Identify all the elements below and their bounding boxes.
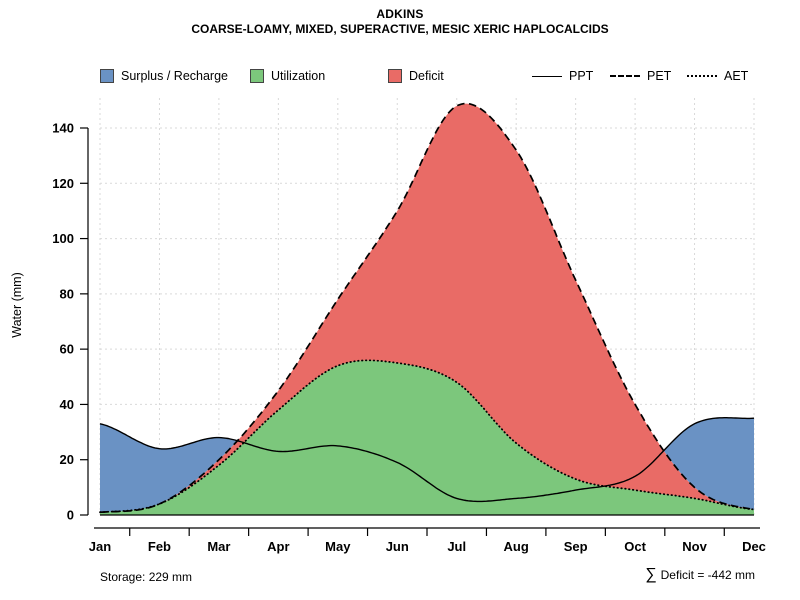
deficit-sum-text: ∑ Deficit = -442 mm [645,567,755,583]
utilization-swatch-icon [250,69,264,83]
svg-text:Mar: Mar [207,539,230,554]
svg-text:Sep: Sep [564,539,588,554]
svg-text:May: May [325,539,351,554]
svg-text:60: 60 [60,342,74,357]
svg-text:Aug: Aug [504,539,529,554]
svg-text:20: 20 [60,452,74,467]
svg-text:Jun: Jun [386,539,409,554]
water-balance-chart: 0 20 40 60 80 100 120 140 Jan Feb Mar Apr May Jun Jul A… [52,98,766,554]
legend-label-surplus: Surplus / Recharge [121,69,229,83]
line-pet [99,102,755,514]
legend-item-aet: AET [687,68,748,84]
svg-text:120: 120 [52,176,74,191]
dashed-line-icon [610,75,640,77]
svg-text:Apr: Apr [267,539,289,554]
legend-label-pet: PET [647,69,672,83]
svg-text:0: 0 [67,508,74,523]
legend-label-aet: AET [724,69,749,83]
deficit-sum-label: Deficit = -442 mm [660,568,755,582]
area-deficit [159,103,754,510]
svg-text:Jan: Jan [89,539,111,554]
legend-item-ppt: PPT [532,68,593,84]
legend-item-utilization: Utilization [250,68,325,84]
deficit-swatch-icon [388,69,402,83]
legend-label-utilization: Utilization [271,69,326,83]
axes [80,127,760,536]
storage-text: Storage: 229 mm [100,570,193,584]
svg-text:40: 40 [60,397,74,412]
dotted-line-icon [687,75,717,77]
svg-text:Feb: Feb [148,539,171,554]
line-ppt [99,417,755,503]
svg-text:100: 100 [52,231,74,246]
y-tick-labels: 0 20 40 60 80 100 120 140 [52,120,74,522]
x-tick-labels: Jan Feb Mar Apr May Jun Jul Aug Sep Oct Nov Dec [89,539,766,554]
legend-label-ppt: PPT [569,69,594,83]
summation-icon: ∑ [645,566,657,583]
legend-item-pet: PET [610,68,671,84]
svg-text:140: 140 [52,120,74,135]
svg-text:Oct: Oct [624,539,646,554]
chart-title: ADKINS [376,7,424,21]
legend-item-surplus: Surplus / Recharge [100,68,228,84]
svg-text:Dec: Dec [742,539,766,554]
svg-text:Nov: Nov [682,539,707,554]
chart-subtitle: COARSE-LOAMY, MIXED, SUPERACTIVE, MESIC … [191,22,609,36]
legend-label-deficit: Deficit [409,69,444,83]
surplus-swatch-icon [100,69,114,83]
legend-item-deficit: Deficit [388,68,444,84]
area-utilization [100,360,754,515]
solid-line-icon [532,75,562,77]
svg-text:Jul: Jul [447,539,466,554]
line-aet [99,359,755,514]
svg-text:80: 80 [60,286,74,301]
